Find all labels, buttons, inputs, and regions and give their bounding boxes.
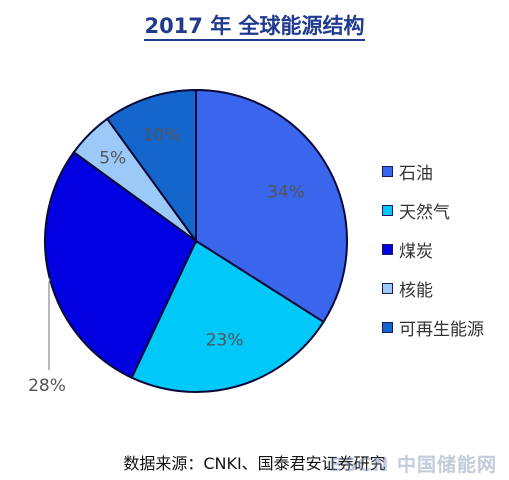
slice-label-oil: 34%: [267, 183, 305, 203]
legend-item-oil: 石油: [382, 152, 484, 191]
legend-item-nuclear: 核能: [382, 269, 484, 308]
chart-title: 2017 年 全球能源结构: [0, 10, 509, 41]
slice-labels: 34% 23% 28% 5% 10%: [28, 126, 305, 396]
legend-swatch-coal: [382, 244, 393, 255]
legend-label-coal: 煤炭: [399, 242, 433, 262]
legend-label-nuclear: 核能: [399, 281, 433, 301]
slice-label-coal: 28%: [28, 376, 66, 396]
source-note: 数据来源：CNKI、国泰君安证券研究: [123, 454, 386, 473]
legend-label-oil: 石油: [399, 164, 433, 184]
leader-lines: [48, 278, 51, 370]
legend-item-coal: 煤炭: [382, 230, 484, 269]
slice-label-nuclear: 5%: [99, 149, 126, 169]
chart-title-text: 2017 年 全球能源结构: [144, 14, 365, 41]
slice-label-gas: 23%: [206, 331, 244, 351]
slice-label-renewable: 10%: [143, 126, 181, 146]
legend-label-renewable: 可再生能源: [399, 320, 484, 340]
legend-item-gas: 天然气: [382, 191, 484, 230]
legend-swatch-renewable: [382, 322, 393, 333]
legend: 石油 天然气 煤炭 核能 可再生能源: [382, 152, 484, 347]
pie-slice-coal: [44, 150, 198, 379]
legend-label-gas: 天然气: [399, 203, 450, 223]
legend-swatch-gas: [382, 205, 393, 216]
legend-swatch-nuclear: [382, 283, 393, 294]
leader-line-coal: [48, 278, 51, 370]
pie-slices: [44, 88, 348, 393]
legend-swatch-oil: [382, 166, 393, 177]
legend-item-renewable: 可再生能源: [382, 308, 484, 347]
pie-slice-gas: [130, 239, 325, 393]
watermark: ESCN 中国储能网: [328, 454, 497, 476]
pie-slice-renewable: [105, 88, 197, 245]
pie-chart: 34% 23% 28% 5% 10%: [28, 88, 348, 396]
